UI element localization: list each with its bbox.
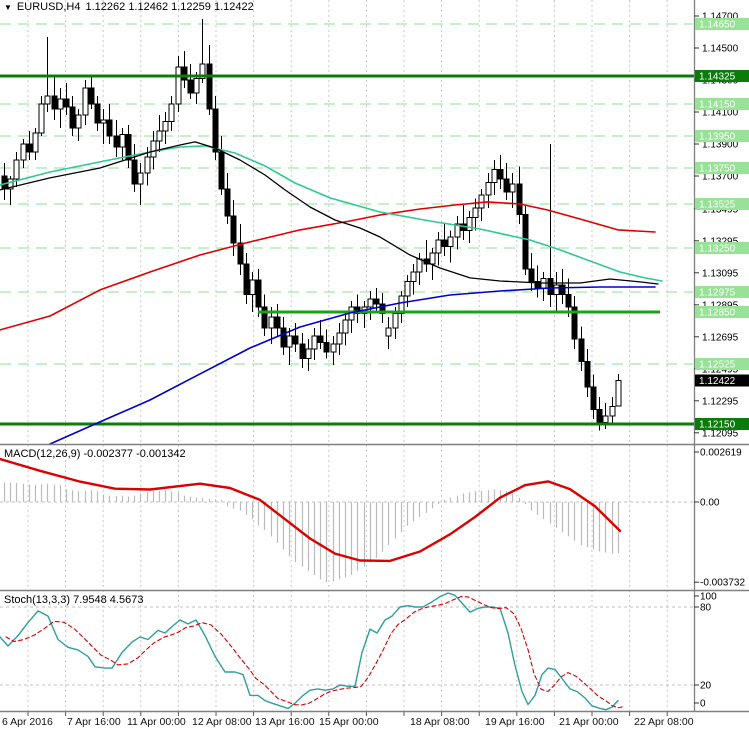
svg-text:12 Apr 08:00: 12 Apr 08:00 [192,716,252,728]
chart-title: ▼ EURUSD,H4 1.12262 1.12462 1.12259 1.12… [4,1,254,13]
svg-text:1.13700: 1.13700 [702,172,739,183]
ma-blue [49,286,656,444]
svg-text:1.13900: 1.13900 [702,140,739,151]
svg-text:1.13250: 1.13250 [699,244,736,255]
ma-slow-red [0,201,656,331]
svg-text:1.14100: 1.14100 [702,108,739,119]
svg-text:1.12695: 1.12695 [702,332,739,343]
key-level-price-label [695,418,749,430]
level-price-label [695,162,749,174]
ma-black [0,141,659,285]
level-price-label [695,198,749,210]
chart-title-ohlc: 1.12262 1.12462 1.12259 1.12422 [85,1,254,13]
level-price-label [695,130,749,142]
macd-scale[interactable]: 0.002619 0.00 -0.003732 [694,448,745,589]
svg-text:1.13950: 1.13950 [699,132,736,143]
svg-text:1.14325: 1.14325 [699,72,736,83]
level-price-label [695,286,749,298]
svg-text:1.14500: 1.14500 [702,44,739,55]
svg-text:6 Apr 2016: 6 Apr 2016 [2,716,53,728]
svg-text:11 Apr 00:00: 11 Apr 00:00 [127,716,186,728]
svg-text:1.12422: 1.12422 [699,376,736,387]
svg-text:1.12975: 1.12975 [699,288,736,299]
stochastic-indicator-label: Stoch(13,3,3) 7.9548 4.5673 [4,594,144,606]
svg-text:1.12895: 1.12895 [702,300,739,311]
level-price-label [695,306,749,318]
stochastic-signal-line [5,596,625,709]
macd-pane [0,457,693,583]
svg-text:1.12150: 1.12150 [699,420,736,431]
svg-text:1.14700: 1.14700 [702,12,739,23]
svg-text:15 Apr 00:00: 15 Apr 00:00 [319,716,379,728]
moving-averages [0,141,663,444]
level-price-label [695,18,749,30]
svg-text:22 Apr 08:00: 22 Apr 08:00 [634,716,694,728]
support-resistance-solid-lines [0,74,694,426]
level-price-label [695,358,749,370]
chart-dropdown-icon[interactable]: ▼ [4,2,12,12]
key-level-price-label [695,70,749,82]
candles-layer [1,19,622,431]
svg-text:21 Apr 00:00: 21 Apr 00:00 [559,716,619,728]
svg-text:1.13095: 1.13095 [702,268,739,279]
svg-text:1.12295: 1.12295 [702,396,739,407]
time-gridlines [27,0,668,716]
stochastic-pane [0,592,693,711]
svg-text:0: 0 [700,699,706,710]
svg-text:1.12525: 1.12525 [699,360,736,371]
svg-text:1.13750: 1.13750 [699,164,736,175]
level-price-label [695,242,749,254]
svg-text:1.12095: 1.12095 [702,428,739,439]
level-price-label [695,98,749,110]
macd-indicator-label: MACD(12,26,9) -0.002377 -0.001342 [4,448,186,460]
time-scale[interactable]: 6 Apr 2016 7 Apr 16:00 11 Apr 00:00 12 Apr … [2,716,694,728]
svg-text:19 Apr 16:00: 19 Apr 16:00 [485,716,545,728]
macd-signal-line [0,457,622,563]
svg-text:13 Apr 16:00: 13 Apr 16:00 [255,716,315,728]
svg-text:0.002619: 0.002619 [700,448,742,459]
svg-text:100: 100 [700,592,717,603]
svg-text:1.12850: 1.12850 [699,308,736,319]
svg-text:1.14150: 1.14150 [699,100,736,111]
svg-text:1.13295: 1.13295 [702,236,739,247]
svg-text:20: 20 [700,681,712,692]
price-scale[interactable]: 1.147001.145001.143001.141001.139001.137… [694,12,749,440]
svg-text:18 Apr 08:00: 18 Apr 08:00 [410,716,470,728]
current-price-label [695,374,749,387]
svg-text:80: 80 [700,603,712,614]
svg-text:1.13525: 1.13525 [699,200,736,211]
svg-text:-0.003732: -0.003732 [700,578,745,589]
svg-text:0.00: 0.00 [700,498,720,509]
chart-title-symbol: EURUSD,H4 [16,1,81,13]
svg-text:1.14650: 1.14650 [699,20,736,31]
stochastic-main-line [0,592,619,711]
pane-separators [0,0,749,713]
svg-text:7 Apr 16:00: 7 Apr 16:00 [67,716,121,728]
